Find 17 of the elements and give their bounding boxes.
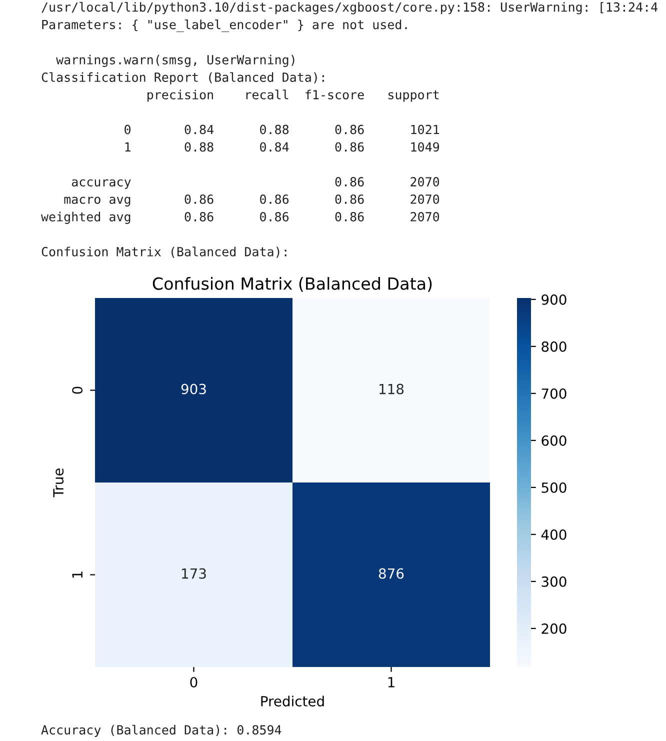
color-bar-label: 300: [542, 576, 566, 587]
color-bar-label: 200: [542, 623, 566, 634]
data-label: 903: [181, 384, 206, 394]
data-label: 876: [378, 568, 404, 579]
x-axis-title: Predicted: [261, 696, 324, 706]
chart-title: Confusion Matrix (Balanced Data): [152, 277, 432, 292]
color-bar-label: 500: [542, 482, 566, 493]
data-label: 118: [380, 384, 404, 394]
color-bar-label: 700: [542, 388, 566, 399]
data-label: 173: [182, 568, 206, 579]
color-bar-label: 800: [542, 341, 566, 352]
text: Accuracy (Balanced Data): 0.8594: [41, 724, 282, 737]
color-bar-label: 400: [541, 529, 566, 540]
color-bar-label: 600: [542, 435, 566, 446]
text: /usr/local/lib/python3.10/dist-packages/xgboost/core.py:158: UserWarning: [13:24:4 Parameters: { "use_label_encoder" } are not used. warnings.warn(smsg, UserWarning) Classification Report (Balanced Data): precision recall f1-score support 0 0.84 0.88 0.86 1021 1 0.88 0.84 0.86 1049 accuracy 0.86 2070 macro avg 0.86 0.86 0.86 2070 weighted avg 0.86 0.86 0.86 2070 Confusion Matrix (Balanced Data):: [41, 2, 658, 258]
y-axis-title: True: [53, 468, 64, 498]
color-bar-label: 900: [542, 294, 566, 305]
